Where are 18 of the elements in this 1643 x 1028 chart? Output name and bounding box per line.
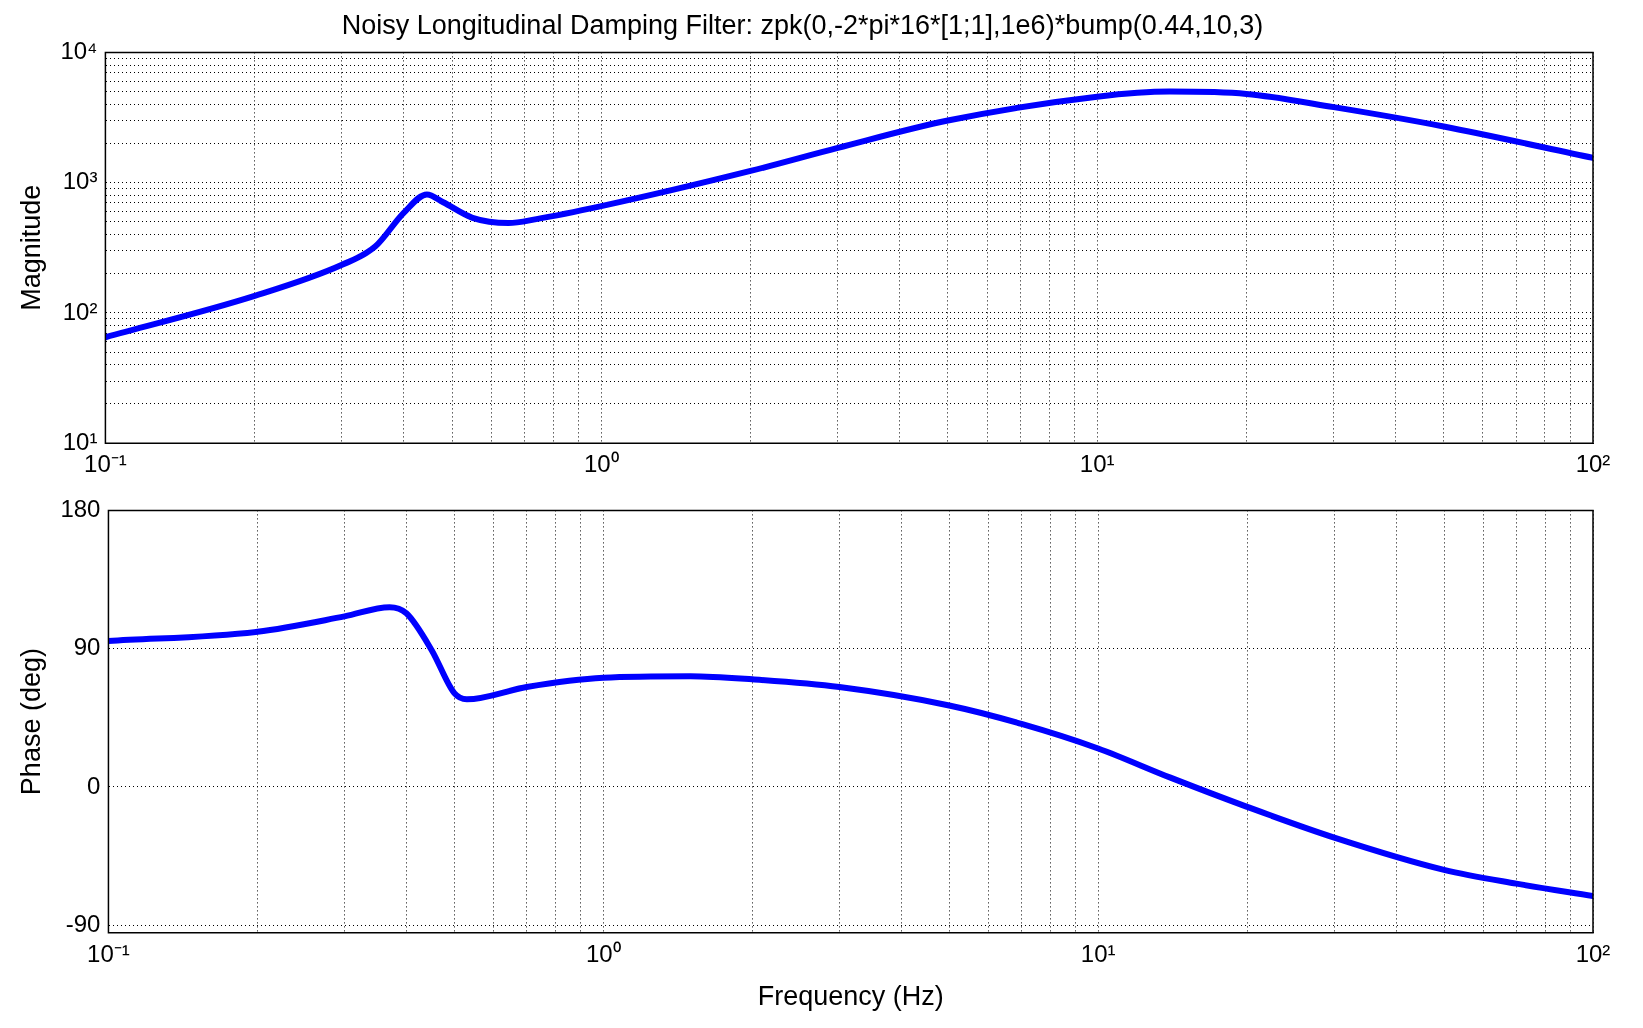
x-tick-label: 10¹	[1079, 450, 1115, 478]
y-tick-label: 0	[87, 771, 101, 799]
y-tick-label: 90	[73, 633, 101, 661]
y-tick-label: 10³	[62, 167, 98, 195]
x-tick-label: 10²	[1575, 450, 1611, 478]
y-axis-title: Magnitude	[15, 184, 46, 311]
y-tick-label: 180	[60, 495, 101, 523]
x-tick-label: 10¹	[1080, 939, 1116, 967]
chart-title: Noisy Longitudinal Damping Filter: zpk(0,-2*pi*16*[1;1],1e6)*bump(0.44,10,3)	[341, 9, 1264, 40]
x-tick-label: 10⁰	[583, 450, 619, 478]
x-tick-label: 10⁻¹	[87, 939, 130, 967]
x-tick-label: 10²	[1575, 939, 1611, 967]
y-tick-label: 10²	[62, 297, 98, 325]
x-tick-label: 10⁰	[585, 939, 621, 967]
y-tick-label: -90	[65, 909, 101, 937]
y-axis-title: Phase (deg)	[15, 648, 46, 796]
y-tick-label: 10⁴	[60, 37, 98, 65]
x-axis-title: Frequency (Hz)	[757, 981, 944, 1012]
